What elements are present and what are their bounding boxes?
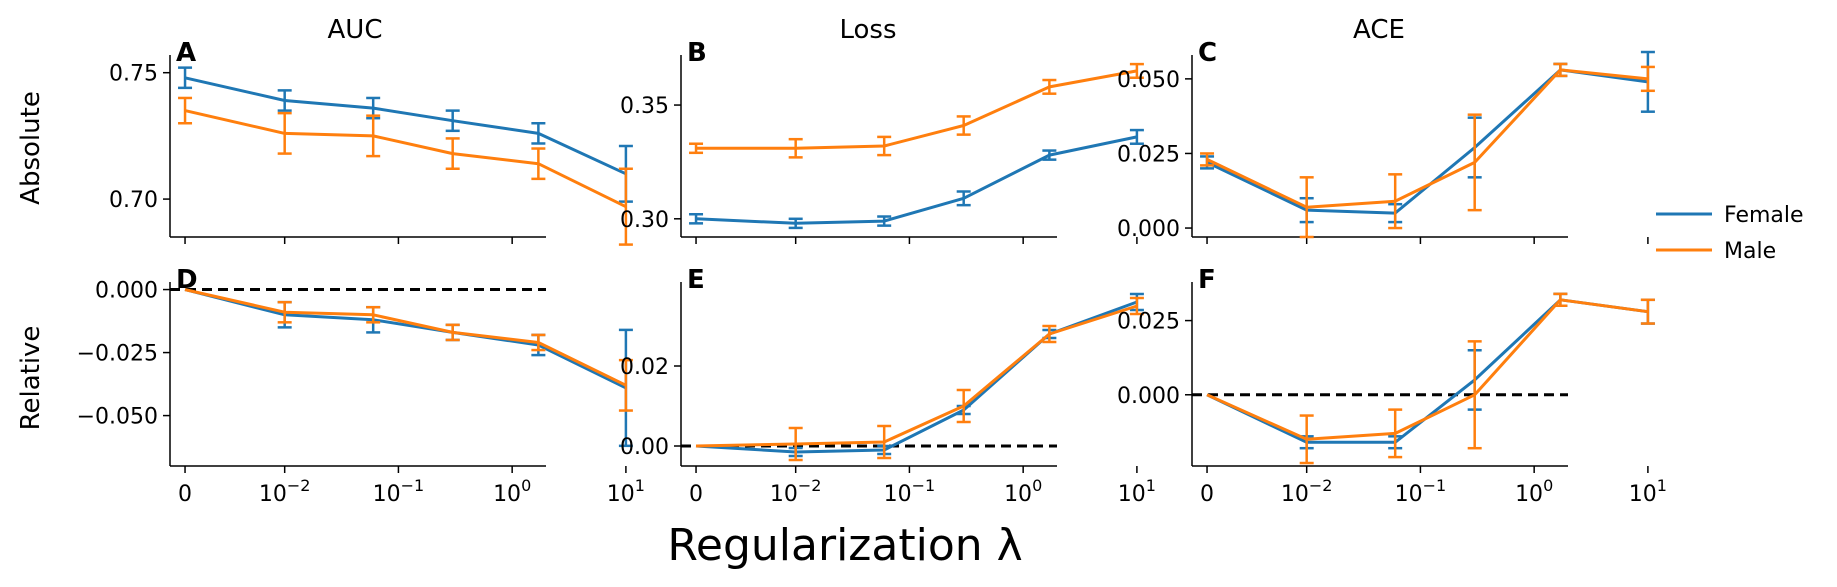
panel-f: 0.000 0.025 0 10−2 10−1 100 101 F: [1117, 265, 1667, 507]
x-tick-label: 10−2: [1281, 476, 1333, 507]
series-line-male: [696, 69, 1138, 150]
y-tick-label: 0.025: [1117, 310, 1180, 335]
y-tick-label: 0.000: [1117, 384, 1180, 409]
panel-letter: E: [687, 265, 705, 295]
column-title-ace: ACE: [1353, 15, 1405, 45]
x-tick-label: 101: [1629, 476, 1667, 507]
x-tick-label: 10−2: [259, 476, 311, 507]
series-line-female: [184, 288, 627, 390]
row-label-relative: Relative: [16, 326, 46, 431]
legend-label-male: Male: [1724, 239, 1776, 264]
x-axis-label: Regularization λ: [667, 520, 1022, 571]
legend-label-female: Female: [1724, 203, 1804, 228]
panels-group: 0.700.75A0.300.35B0.0000.0250.050C−0.050…: [77, 38, 1667, 507]
column-title-loss: Loss: [839, 15, 896, 45]
panel-e: 0.00 0.02 0 10−2 10−1 100 101 E: [620, 265, 1156, 507]
panel-b: 0.30 0.35 B: [620, 38, 1144, 244]
y-tick-label: 0.025: [1117, 142, 1180, 167]
series-line-female: [695, 300, 1138, 454]
legend: Female Male: [1656, 203, 1804, 264]
x-tick-label: 101: [607, 476, 645, 507]
panel-letter: A: [176, 38, 196, 68]
y-tick-label: 0.000: [1117, 217, 1180, 242]
panel-letter: D: [176, 265, 198, 295]
series-line-male: [1206, 68, 1649, 209]
x-tick-label: 10−1: [373, 476, 425, 507]
x-tick-label: 100: [493, 476, 531, 507]
x-tick-label: 100: [1004, 476, 1042, 507]
panel-d: −0.050 −0.025 0.000 0 10−2 10−1 100 101 D: [77, 265, 645, 507]
y-tick-label: 0.00: [620, 435, 669, 460]
x-tick-label: 10−2: [770, 476, 822, 507]
y-tick-label: 0.050: [1117, 68, 1180, 93]
x-tick-label: 100: [1515, 476, 1553, 507]
series-line-male: [695, 304, 1138, 448]
panel-a: 0.70 0.75 A: [109, 38, 633, 246]
column-title-auc: AUC: [328, 15, 383, 45]
panel-letter: F: [1198, 265, 1216, 295]
y-tick-label: −0.025: [77, 342, 158, 367]
series-line-male: [1206, 298, 1649, 441]
series-line-male: [184, 288, 627, 387]
y-tick-label: 0.75: [109, 62, 158, 87]
x-tick-label: 10−1: [1395, 476, 1447, 507]
y-tick-label: 0.30: [620, 208, 669, 233]
y-tick-label: 0.70: [109, 188, 158, 213]
series-line-female: [184, 76, 627, 176]
panel-letter: B: [687, 38, 707, 68]
y-tick-label: 0.35: [620, 94, 669, 119]
y-tick-label: 0.02: [620, 355, 669, 380]
x-tick-label: 0: [1200, 482, 1214, 507]
panel-letter: C: [1198, 38, 1217, 68]
series-line-female: [1206, 298, 1649, 444]
x-tick-label: 10−1: [884, 476, 936, 507]
row-label-absolute: Absolute: [16, 91, 46, 205]
x-tick-label: 0: [178, 482, 192, 507]
series-line-male: [184, 109, 627, 209]
x-tick-label: 101: [1118, 476, 1156, 507]
series-line-female: [695, 135, 1138, 225]
y-tick-label: 0.000: [95, 279, 158, 304]
x-tick-label: 0: [689, 482, 703, 507]
y-tick-label: −0.050: [77, 405, 158, 430]
panel-c: 0.000 0.025 0.050 C: [1117, 38, 1655, 244]
